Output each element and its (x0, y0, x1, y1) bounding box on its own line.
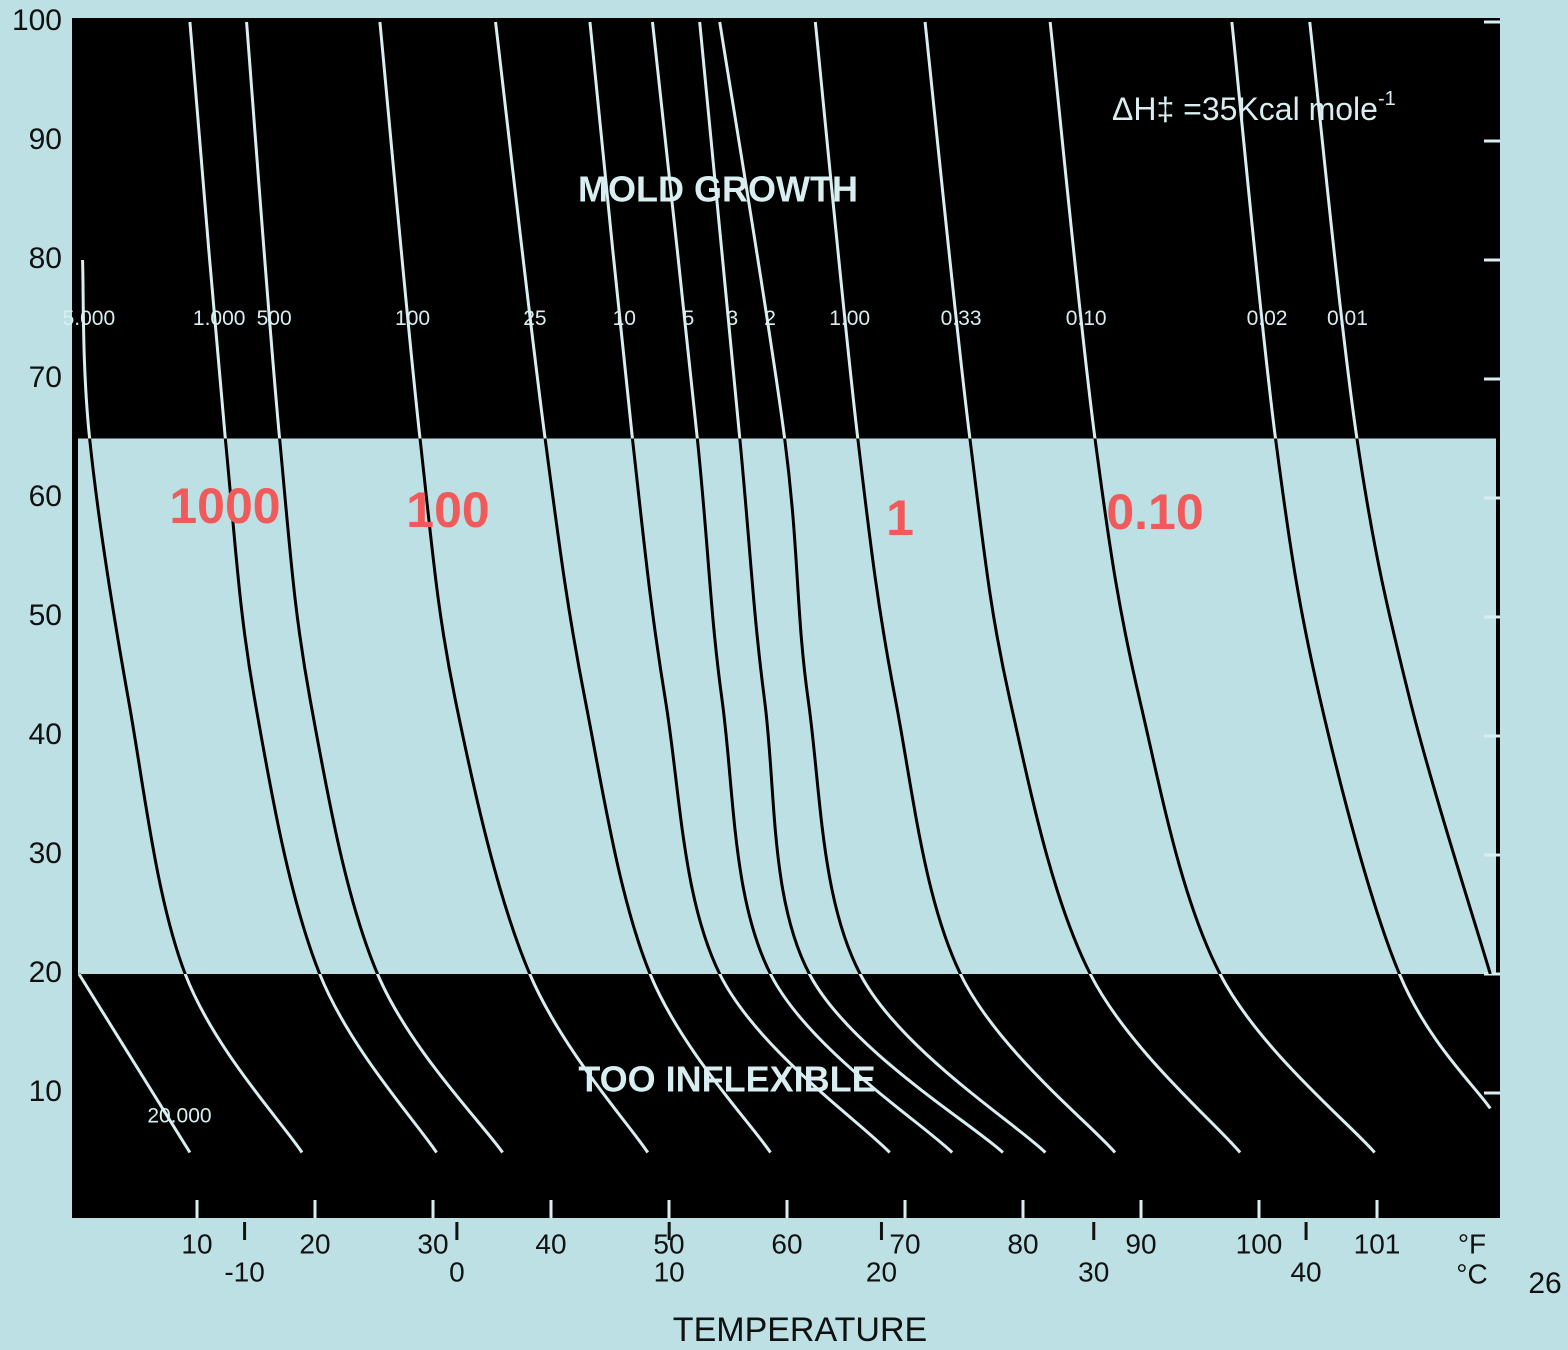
y-tick-label: 10 (29, 1075, 62, 1108)
curve-label: 2 (764, 307, 776, 330)
annotation-sup: -1 (1378, 88, 1396, 110)
x2-tick-label: 0 (449, 1256, 465, 1287)
x-tick-label: 70 (889, 1228, 920, 1259)
curve-label: 5 (683, 307, 695, 330)
y-tick-label: 70 (29, 361, 62, 394)
y-tick-label: 90 (29, 123, 62, 156)
x-axis-title: TEMPERATURE (673, 1311, 927, 1349)
x2-tick-label: 30 (1078, 1256, 1109, 1287)
curve-label: 5.000 (63, 307, 116, 330)
x-tick-label: 20 (299, 1228, 330, 1259)
x2-unit: °C (1456, 1258, 1487, 1289)
curve (81, 259, 304, 1154)
curve-label: 0.02 (1247, 307, 1288, 330)
x-tick-label: 10 (181, 1228, 212, 1259)
x-tick-label: 60 (771, 1228, 802, 1259)
highlight-label: 0.10 (1106, 484, 1203, 540)
x2-tick-label: 10 (654, 1256, 685, 1287)
curve (813, 21, 1117, 1154)
x-tick-label: 80 (1007, 1228, 1038, 1259)
curve (650, 21, 954, 1154)
curve (923, 21, 1242, 1154)
curve (494, 21, 772, 1154)
curve (588, 21, 891, 1154)
curve (245, 21, 504, 1154)
curve (718, 21, 1047, 1154)
y-tick-label: 50 (29, 599, 62, 632)
x2-tick-label: -10 (224, 1256, 264, 1287)
x-tick-label: 90 (1125, 1228, 1156, 1259)
curve (1048, 21, 1376, 1154)
curve-label: 25 (523, 307, 546, 330)
y-tick-label: 80 (29, 242, 62, 275)
curve (698, 21, 1004, 1154)
x-tick-label: 30 (417, 1228, 448, 1259)
curve (1308, 21, 1492, 975)
y-tick-label: 20 (29, 956, 62, 989)
curve-label: 0.01 (1327, 307, 1368, 330)
x2-tick-label: 20 (866, 1256, 897, 1287)
curve-label: 500 (257, 307, 292, 330)
curve-label: 20.000 (147, 1104, 211, 1127)
curve (1230, 21, 1492, 1110)
curve-label: 0.33 (941, 307, 982, 330)
curve (188, 21, 438, 1154)
highlight-label: 1000 (169, 478, 280, 534)
y-tick-label: 30 (29, 837, 62, 870)
curve-label: 10 (613, 307, 636, 330)
region-label: MOLD GROWTH (578, 169, 858, 210)
curve-label: 0.10 (1066, 307, 1107, 330)
curve-label: 3 (726, 307, 738, 330)
highlight-label: 100 (406, 482, 489, 538)
x2-tick-label: 40 (1290, 1256, 1321, 1287)
annotation: ΔH‡ =35Kcal mole-1 (1112, 88, 1396, 127)
y-tick-label: 60 (29, 480, 62, 513)
x-tick-label: 100 (1236, 1228, 1283, 1259)
x-tick-label: 40 (535, 1228, 566, 1259)
curve-label: 1.00 (829, 307, 870, 330)
curve-label: 1.000 (193, 307, 246, 330)
page-number: 26 (1528, 1267, 1561, 1300)
x-tick-label: 101 (1354, 1228, 1401, 1259)
region-label: TOO INFLEXIBLE (578, 1059, 875, 1100)
annotation-text: ΔH‡ =35Kcal mole (1112, 91, 1378, 127)
curve-label: 100 (395, 307, 430, 330)
y-tick-label: 40 (29, 718, 62, 751)
curve (378, 21, 650, 1154)
highlight-label: 1 (886, 490, 914, 546)
band (78, 438, 1496, 974)
x-unit: °F (1458, 1228, 1486, 1259)
y-tick-label: 100 (12, 4, 62, 37)
curve (77, 973, 192, 1154)
